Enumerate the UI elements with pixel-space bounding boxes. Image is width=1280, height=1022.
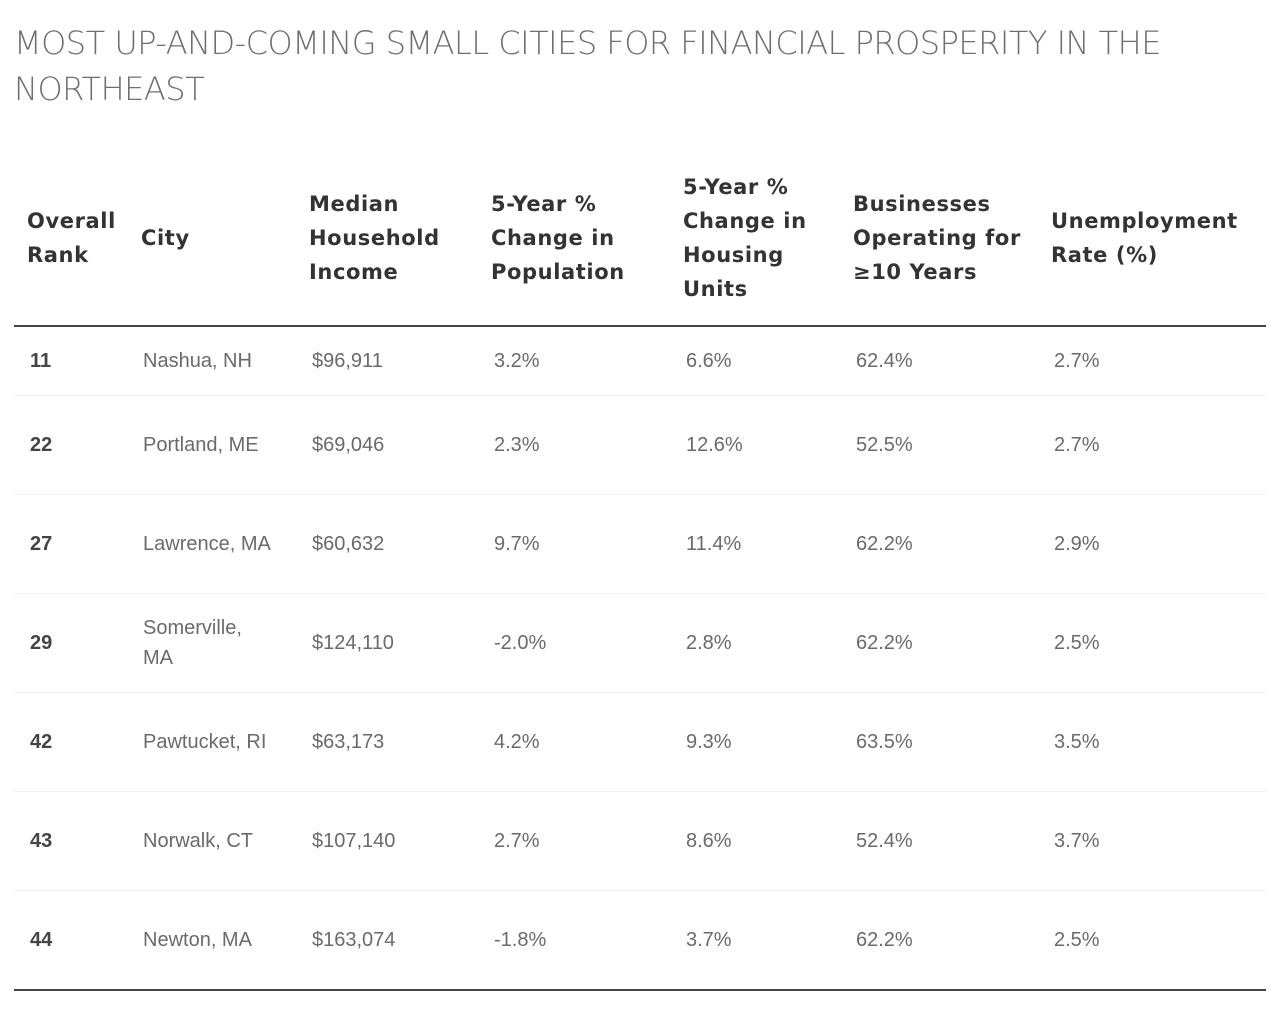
table-header-row: Overall Rank City Median Household Income 5…	[14, 150, 1266, 327]
column-header-rank: Overall Rank	[14, 150, 138, 327]
cell-housing-change: 8.6%	[670, 791, 840, 891]
cell-unemployment: 2.7%	[1038, 326, 1266, 396]
cell-rank: 27	[14, 494, 138, 594]
cell-city: Pawtucket, RI	[138, 692, 296, 792]
column-header-businesses: Businesses Operating for ≥10 Years	[840, 150, 1038, 327]
table-row: 22 Portland, ME $69,046 2.3% 12.6% 52.5% 2.7%	[14, 395, 1266, 495]
cell-businesses: 52.4%	[840, 791, 1038, 891]
cell-income: $69,046	[296, 395, 478, 495]
cell-rank: 29	[14, 593, 138, 693]
cell-housing-change: 6.6%	[670, 326, 840, 396]
cell-housing-change: 2.8%	[670, 593, 840, 693]
cell-population-change: 9.7%	[478, 494, 670, 594]
cell-city: Portland, ME	[138, 395, 296, 495]
column-header-housing-change: 5-Year % Change in Housing Units	[670, 150, 840, 327]
cell-city: Somerville, MA	[138, 593, 296, 693]
cell-population-change: 2.3%	[478, 395, 670, 495]
cell-businesses: 62.4%	[840, 326, 1038, 396]
cell-businesses: 62.2%	[840, 494, 1038, 594]
table-row: 27 Lawrence, MA $60,632 9.7% 11.4% 62.2% 2.9%	[14, 494, 1266, 594]
cell-businesses: 52.5%	[840, 395, 1038, 495]
cell-housing-change: 12.6%	[670, 395, 840, 495]
cell-housing-change: 3.7%	[670, 890, 840, 991]
cell-businesses: 63.5%	[840, 692, 1038, 792]
cell-population-change: 4.2%	[478, 692, 670, 792]
cell-income: $96,911	[296, 326, 478, 396]
cell-unemployment: 2.9%	[1038, 494, 1266, 594]
cell-housing-change: 11.4%	[670, 494, 840, 594]
cell-rank: 11	[14, 326, 138, 396]
cell-housing-change: 9.3%	[670, 692, 840, 792]
cell-rank: 44	[14, 890, 138, 991]
table-row: 11 Nashua, NH $96,911 3.2% 6.6% 62.4% 2.7%	[14, 326, 1266, 396]
cell-unemployment: 2.5%	[1038, 890, 1266, 991]
table-row: 29 Somerville, MA $124,110 -2.0% 2.8% 62.2% 2.…	[14, 593, 1266, 693]
cell-businesses: 62.2%	[840, 593, 1038, 693]
table-row: 44 Newton, MA $163,074 -1.8% 3.7% 62.2% 2.5%	[14, 890, 1266, 991]
column-header-income: Median Household Income	[296, 150, 478, 327]
cell-income: $163,074	[296, 890, 478, 991]
cell-rank: 22	[14, 395, 138, 495]
cell-population-change: -2.0%	[478, 593, 670, 693]
cell-city: Norwalk, CT	[138, 791, 296, 891]
cell-income: $107,140	[296, 791, 478, 891]
cell-income: $124,110	[296, 593, 478, 693]
cell-businesses: 62.2%	[840, 890, 1038, 991]
cell-unemployment: 2.5%	[1038, 593, 1266, 693]
cell-unemployment: 3.7%	[1038, 791, 1266, 891]
table-row: 42 Pawtucket, RI $63,173 4.2% 9.3% 63.5% 3.5%	[14, 692, 1266, 792]
cell-rank: 42	[14, 692, 138, 792]
cell-income: $63,173	[296, 692, 478, 792]
table-row: 43 Norwalk, CT $107,140 2.7% 8.6% 52.4% 3.7%	[14, 791, 1266, 891]
cell-population-change: 3.2%	[478, 326, 670, 396]
cell-city: Lawrence, MA	[138, 494, 296, 594]
cell-unemployment: 3.5%	[1038, 692, 1266, 792]
cell-unemployment: 2.7%	[1038, 395, 1266, 495]
cell-population-change: -1.8%	[478, 890, 670, 991]
cell-population-change: 2.7%	[478, 791, 670, 891]
column-header-unemployment: Unemployment Rate (%)	[1038, 150, 1266, 327]
column-header-population-change: 5-Year % Change in Population	[478, 150, 670, 327]
cell-city: Newton, MA	[138, 890, 296, 991]
cell-income: $60,632	[296, 494, 478, 594]
cities-table: Overall Rank City Median Household Income 5…	[14, 150, 1266, 991]
cell-city: Nashua, NH	[138, 326, 296, 396]
cell-rank: 43	[14, 791, 138, 891]
column-header-city: City	[138, 150, 296, 327]
page-title: Most Up-and-Coming Small Cities for Fina…	[14, 24, 1161, 108]
